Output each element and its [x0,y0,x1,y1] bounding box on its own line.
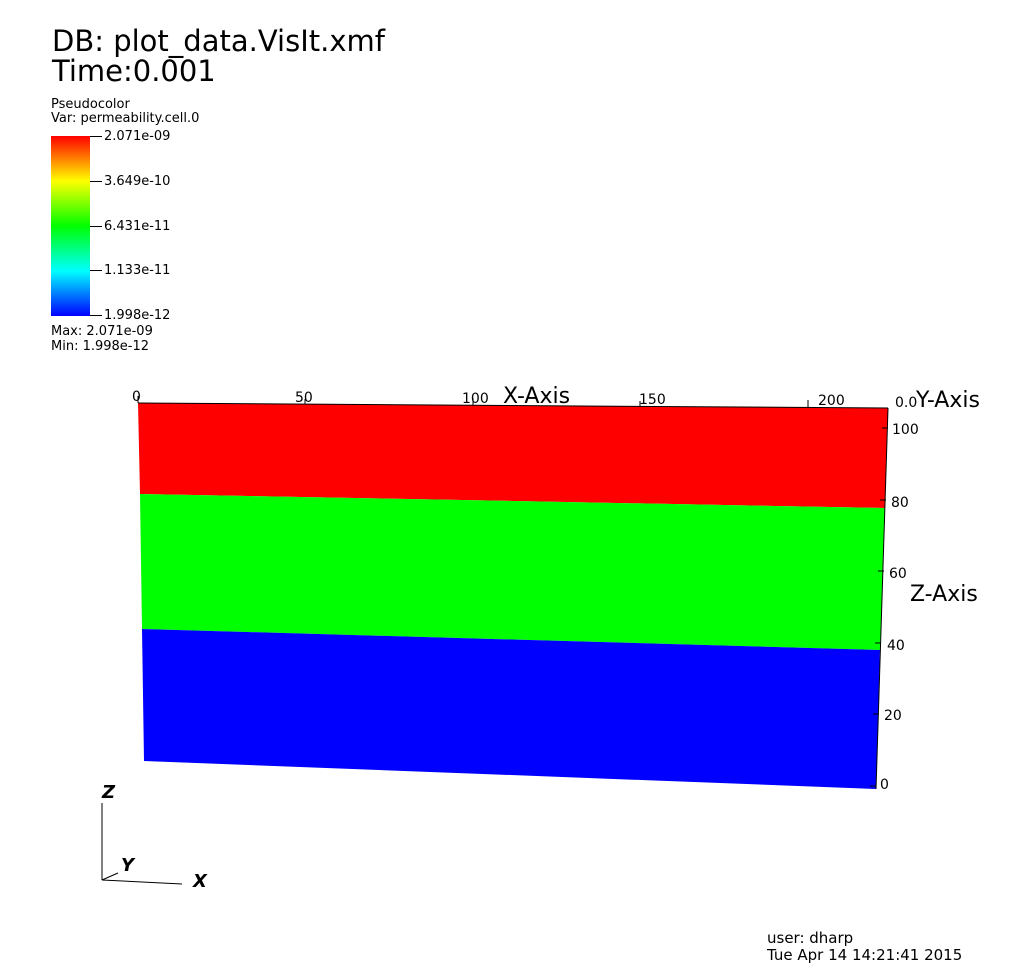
colorbar-label-min: 1.998e-12 [104,308,171,323]
y-tick-label: 0.0 [895,395,918,411]
z-tick-label: 100 [892,422,919,438]
legend-max: Max: 2.071e-09 [51,324,153,339]
colorbar-label: 3.649e-10 [104,174,171,189]
z-tick-marks [870,427,888,787]
z-tick-label: 0 [880,777,889,793]
triad-z-label: Z [102,782,116,803]
z-tick-label: 40 [887,638,905,654]
time-label: Time:0.001 [52,54,216,88]
triad-x-label: X [193,871,207,892]
colorbar-label: 6.431e-11 [104,219,171,234]
x-tick-label: 0 [132,389,141,405]
legend-plot-type: Pseudocolor [51,97,130,112]
footer-timestamp: Tue Apr 14 14:21:41 2015 [767,946,963,964]
x-tick-marks [137,396,809,407]
orientation-triad [101,803,183,885]
layer-blue [142,629,880,789]
layer-red [138,403,888,508]
footer-user: user: dharp [767,929,854,947]
z-tick-label: 60 [889,566,907,582]
legend-variable: Var: permeability.cell.0 [51,111,200,126]
x-tick-label: 100 [462,391,489,407]
x-tick-label: 150 [639,392,666,408]
database-title: DB: plot_data.VisIt.xmf [52,24,385,58]
colorbar-label: 1.133e-11 [104,263,171,278]
x-axis-title: X-Axis [503,384,571,409]
z-tick-label: 20 [884,708,902,724]
z-axis-title: Z-Axis [910,582,978,607]
colorbar [51,136,90,316]
x-tick-label: 50 [295,390,313,406]
x-tick-label: 200 [818,393,845,409]
z-tick-label: 80 [891,495,909,511]
y-axis-title: Y-Axis [916,388,980,413]
z-axis-line [875,407,889,790]
layer-green [140,494,885,650]
triad-y-label: Y [121,855,135,876]
legend-min: Min: 1.998e-12 [51,339,150,354]
colorbar-label-max: 2.071e-09 [104,129,171,144]
x-axis-line [137,402,889,409]
